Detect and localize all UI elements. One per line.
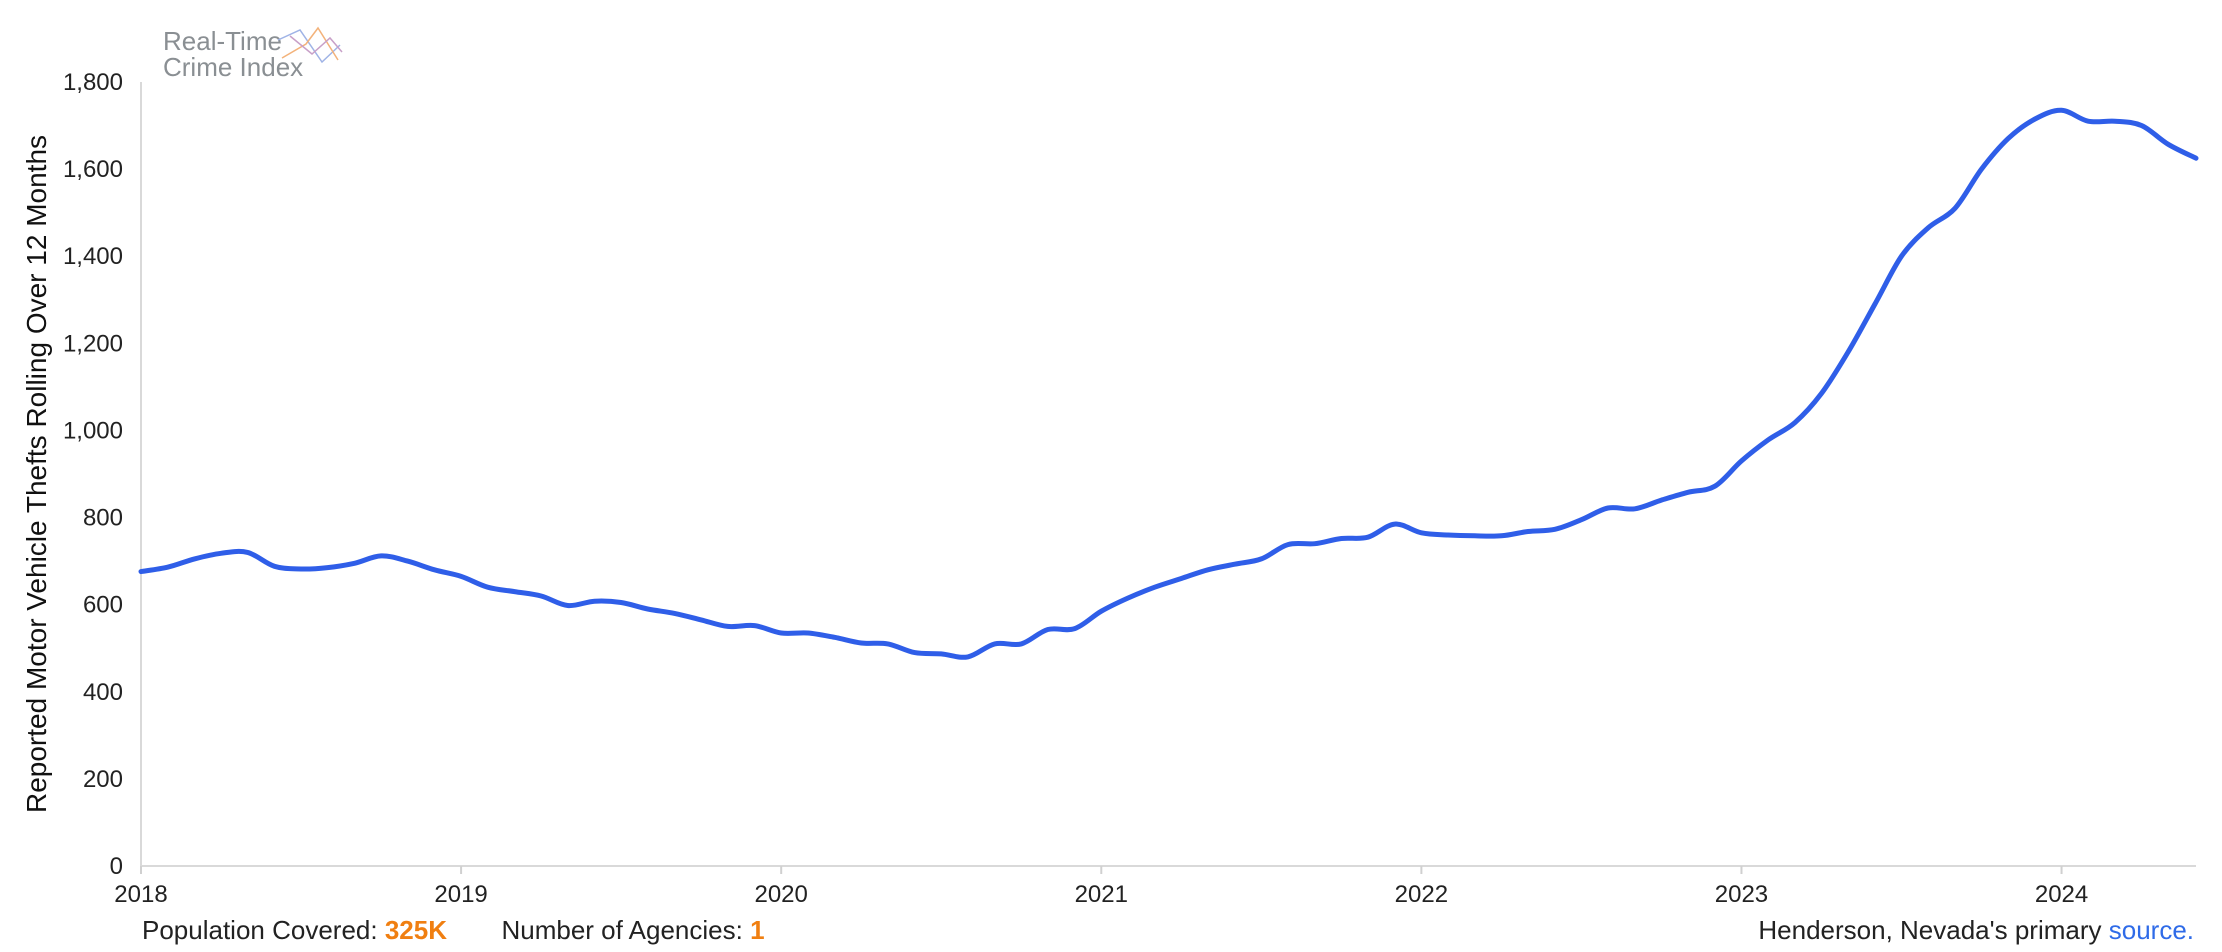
y-tick-label: 400 <box>83 679 123 706</box>
x-tick-label: 2021 <box>1075 881 1128 908</box>
footer-stats: Population Covered: 325K Number of Agenc… <box>142 915 765 946</box>
y-tick-label: 1,000 <box>63 417 123 444</box>
x-axis-ticks: 2018 2019 2020 2021 2022 2023 2024 <box>114 866 2088 908</box>
y-tick-label: 1,400 <box>63 243 123 270</box>
y-tick-label: 600 <box>83 592 123 619</box>
logo-line2: Crime Index <box>163 52 303 82</box>
x-tick-label: 2024 <box>2035 881 2088 908</box>
source-note: Henderson, Nevada's primary source. <box>1758 915 2194 946</box>
x-tick-label: 2020 <box>754 881 807 908</box>
y-axis-ticks: 0 200 400 600 800 1,000 1,200 1,400 1,600 1,800 <box>63 69 123 880</box>
y-axis-label: Reported Motor Vehicle Thefts Rolling Ov… <box>21 135 52 813</box>
x-tick-label: 2023 <box>1715 881 1768 908</box>
x-tick-label: 2019 <box>434 881 487 908</box>
x-tick-label: 2018 <box>114 881 167 908</box>
y-tick-label: 1,600 <box>63 156 123 183</box>
series-points <box>139 108 2199 660</box>
population-label: Population Covered: <box>142 915 378 945</box>
y-tick-label: 0 <box>110 853 123 880</box>
population-value: 325K <box>384 915 447 945</box>
y-tick-label: 200 <box>83 766 123 793</box>
series-line <box>138 107 2199 660</box>
logo-line1: Real-Time <box>163 26 282 56</box>
y-tick-label: 800 <box>83 505 123 532</box>
x-tick-label: 2022 <box>1395 881 1448 908</box>
y-tick-label: 1,800 <box>63 69 123 96</box>
logo-mark-icon <box>277 26 343 64</box>
logo: Real-Time Crime Index <box>163 26 343 82</box>
source-link[interactable]: source. <box>2108 915 2194 945</box>
agencies-value: 1 <box>750 915 765 945</box>
source-prefix: Henderson, Nevada's primary <box>1758 915 2102 945</box>
y-tick-label: 1,200 <box>63 330 123 357</box>
agencies-label: Number of Agencies: <box>501 915 743 945</box>
